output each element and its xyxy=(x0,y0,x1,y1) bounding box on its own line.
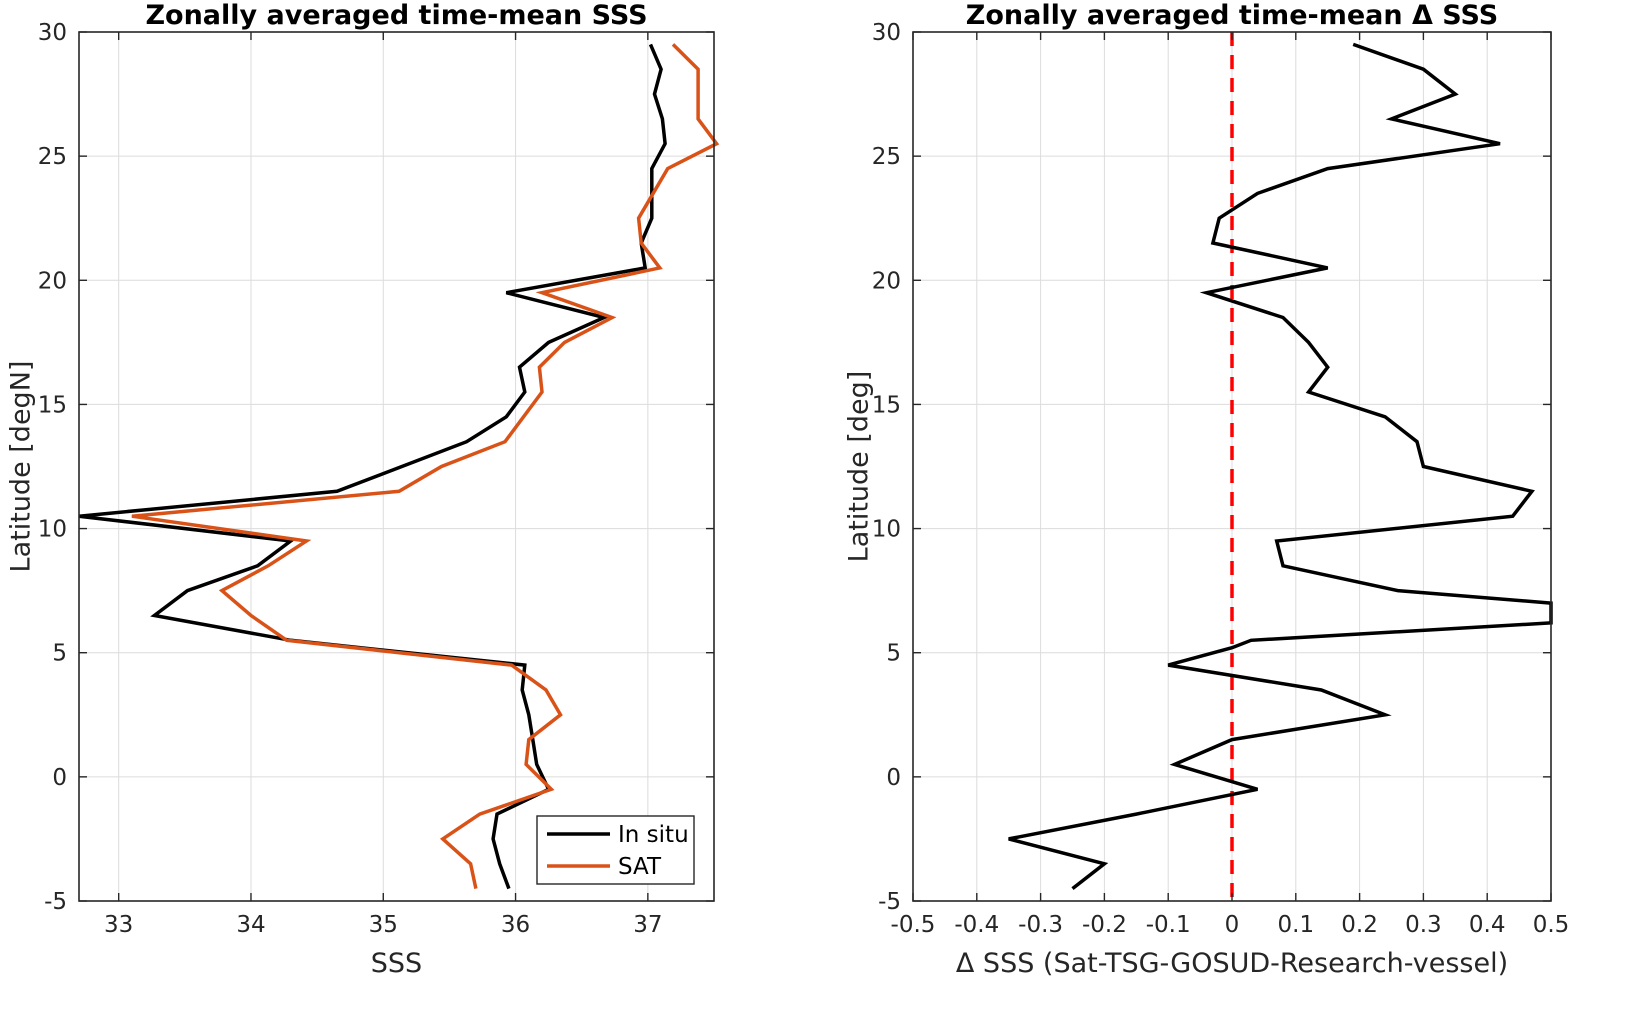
y-tick-label: 0 xyxy=(886,765,901,791)
y-tick-label: 15 xyxy=(872,392,901,418)
y-tick-label: 10 xyxy=(872,517,901,543)
sss-chart-title: Zonally averaged time-mean SSS xyxy=(145,0,647,31)
sss-y-axis-label: Latitude [degN] xyxy=(5,361,36,573)
delta-sss-panel: -0.5 -0.4 -0.3 -0.2 -0.1 0 0.1 0.2 0.3 0.4 0.5 -5 0 5… xyxy=(843,0,1569,979)
y-tick-label: 15 xyxy=(38,392,67,418)
y-tick-label: 0 xyxy=(52,765,67,791)
y-tick-label: 30 xyxy=(872,20,901,46)
delta-sss-x-axis-label: Δ SSS (Sat-TSG-GOSUD-Research-vessel) xyxy=(956,948,1508,979)
x-tick-label: 0 xyxy=(1225,912,1240,938)
series-line-sat xyxy=(131,43,720,889)
x-tick-label: -0.1 xyxy=(1146,912,1191,938)
x-tick-label: 0.4 xyxy=(1469,912,1506,938)
y-tick-label: 10 xyxy=(38,517,67,543)
delta-sss-chart-title: Zonally averaged time-mean Δ SSS xyxy=(966,0,1498,31)
sss-panel: 33 34 35 36 37 -5 0 5 10 15 20 25 30 Zonally average… xyxy=(5,0,720,979)
x-tick-label: 0.3 xyxy=(1405,912,1442,938)
y-tick-label: 20 xyxy=(38,268,67,294)
legend-label-in-situ: In situ xyxy=(618,822,689,848)
x-tick-label: 34 xyxy=(236,912,265,938)
x-tick-label: -0.5 xyxy=(891,912,936,938)
y-tick-label: 5 xyxy=(886,641,901,667)
x-tick-label: 33 xyxy=(104,912,133,938)
x-tick-label: 36 xyxy=(501,912,530,938)
y-tick-label: -5 xyxy=(878,889,901,915)
legend: In situ SAT xyxy=(536,815,695,885)
x-tick-label: 35 xyxy=(369,912,398,938)
y-tick-label: 5 xyxy=(52,641,67,667)
x-tick-label: 37 xyxy=(633,912,662,938)
delta-sss-y-axis-label: Latitude [deg] xyxy=(843,371,874,563)
series-line-in-situ xyxy=(78,43,667,890)
y-tick-label: -5 xyxy=(44,889,67,915)
y-tick-label: 20 xyxy=(872,268,901,294)
x-tick-label: -0.3 xyxy=(1018,912,1063,938)
x-tick-label: 0.2 xyxy=(1341,912,1378,938)
x-tick-label: -0.4 xyxy=(954,912,999,938)
x-tick-label: 0.1 xyxy=(1278,912,1315,938)
y-tick-label: 30 xyxy=(38,20,67,46)
y-tick-label: 25 xyxy=(38,144,67,170)
series-line-delta-sss xyxy=(1008,42,1553,890)
x-tick-label: -0.2 xyxy=(1082,912,1127,938)
legend-label-sat: SAT xyxy=(618,854,662,880)
x-tick-label: 0.5 xyxy=(1533,912,1570,938)
y-tick-label: 25 xyxy=(872,144,901,170)
sss-x-axis-label: SSS xyxy=(371,948,422,979)
